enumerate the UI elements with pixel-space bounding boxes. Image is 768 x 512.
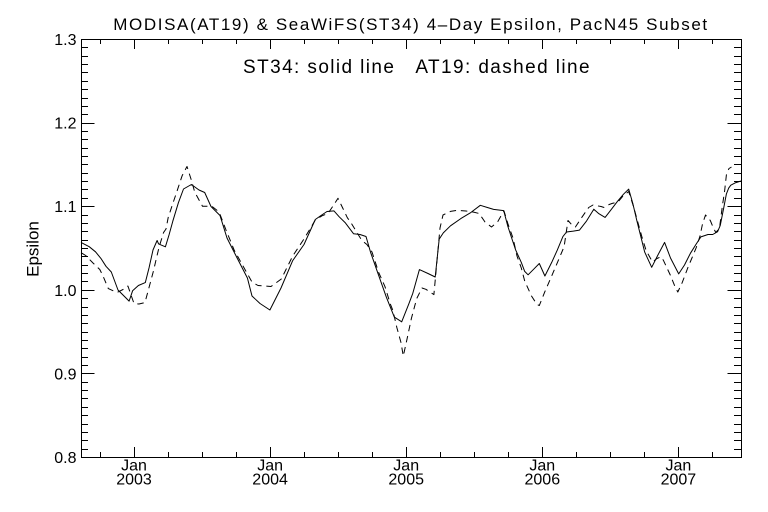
svg-text:Jan: Jan	[393, 458, 419, 475]
svg-text:Epsilon: Epsilon	[24, 221, 43, 277]
svg-text:1.2: 1.2	[54, 116, 76, 133]
svg-text:Jan: Jan	[666, 458, 692, 475]
svg-text:2005: 2005	[388, 472, 424, 489]
svg-text:1.0: 1.0	[54, 283, 76, 300]
svg-text:Jan: Jan	[257, 458, 283, 475]
svg-text:1.3: 1.3	[54, 32, 76, 49]
svg-text:0.9: 0.9	[54, 366, 76, 383]
svg-text:1.1: 1.1	[54, 199, 76, 216]
svg-text:2003: 2003	[116, 472, 152, 489]
svg-text:2006: 2006	[525, 472, 561, 489]
svg-text:MODISA(AT19) & SeaWiFS(ST34) 4: MODISA(AT19) & SeaWiFS(ST34) 4–Day Epsil…	[113, 15, 708, 34]
svg-text:ST34: solid line AT19: dashe: ST34: solid line AT19: dashed line	[243, 57, 591, 78]
svg-text:2004: 2004	[252, 472, 288, 489]
svg-text:Jan: Jan	[529, 458, 555, 475]
svg-text:0.8: 0.8	[54, 450, 76, 467]
svg-text:2007: 2007	[661, 472, 697, 489]
svg-text:Jan: Jan	[121, 458, 147, 475]
